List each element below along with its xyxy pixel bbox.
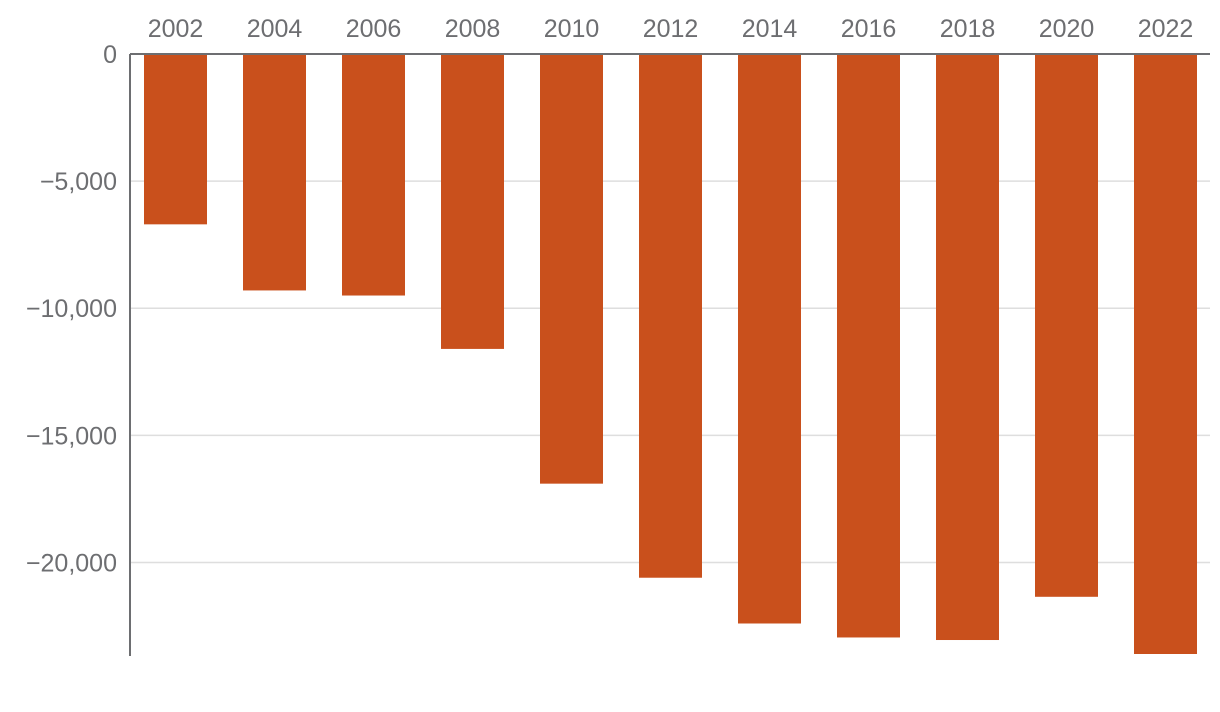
bar-2010 — [540, 54, 603, 484]
bar-2006 — [342, 54, 405, 296]
bar-2018 — [936, 54, 999, 641]
x-tick-label: 2010 — [544, 15, 600, 43]
y-tick-label: −10,000 — [26, 295, 117, 323]
bar-2014 — [738, 54, 801, 624]
bar-2022 — [1134, 54, 1197, 654]
x-tick-label: 2008 — [445, 15, 501, 43]
bar-2020 — [1035, 54, 1098, 597]
bars — [144, 54, 1197, 654]
x-tick-label: 2022 — [1138, 15, 1194, 43]
x-tick-label: 2004 — [247, 15, 303, 43]
x-tick-label: 2018 — [940, 15, 996, 43]
bar-2002 — [144, 54, 207, 225]
y-tick-label: 0 — [103, 41, 117, 69]
y-tick-label: −15,000 — [26, 422, 117, 450]
x-tick-label: 2002 — [148, 15, 204, 43]
y-tick-label: −5,000 — [40, 168, 117, 196]
y-tick-labels: 0 −5,000 −10,000 −15,000 −20,000 — [26, 41, 117, 577]
x-tick-label: 2016 — [841, 15, 897, 43]
bar-2016 — [837, 54, 900, 638]
x-tick-label: 2014 — [742, 15, 798, 43]
axes — [129, 53, 1210, 656]
bar-2004 — [243, 54, 306, 291]
x-tick-labels: 2002 2004 2006 2008 2010 2012 2014 2016 2018 2020… — [148, 15, 1194, 43]
y-tick-label: −20,000 — [26, 549, 117, 577]
bar-2008 — [441, 54, 504, 349]
x-tick-label: 2012 — [643, 15, 699, 43]
x-tick-label: 2006 — [346, 15, 402, 43]
bar-2012 — [639, 54, 702, 578]
x-tick-label: 2020 — [1039, 15, 1095, 43]
